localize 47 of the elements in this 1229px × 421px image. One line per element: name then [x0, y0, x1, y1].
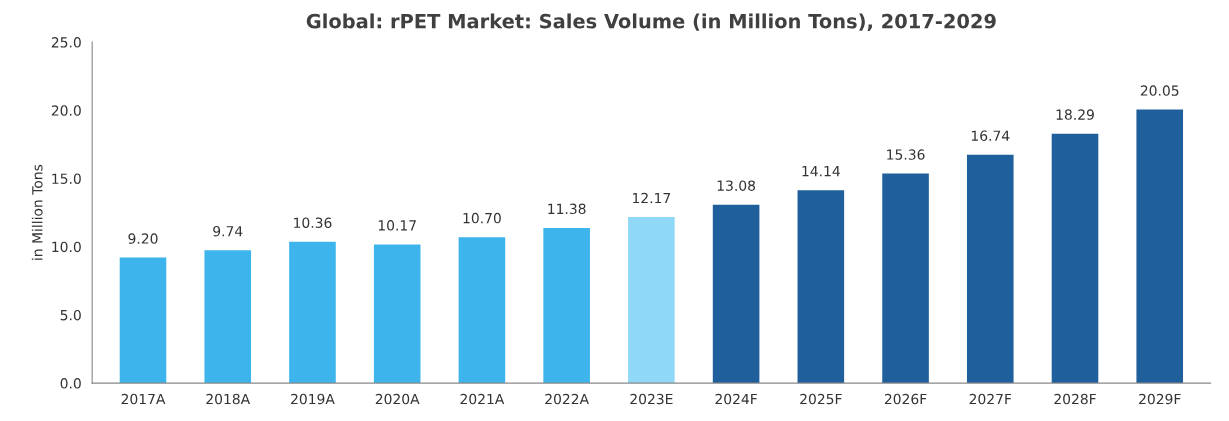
data-label: 13.08	[717, 180, 756, 191]
y-tick-label: 15.0	[52, 173, 81, 184]
bar	[289, 241, 336, 384]
bar	[543, 227, 590, 384]
x-tick-label: 2024F	[715, 393, 757, 405]
x-tick-label: 2027F	[969, 393, 1012, 405]
y-axis-title: in Million Tons	[31, 164, 43, 260]
y-tick-label: 0.0	[60, 378, 81, 389]
data-label: 16.74	[971, 130, 1010, 141]
y-tick-label: 20.0	[51, 105, 81, 116]
bar	[119, 257, 167, 384]
y-tick-label: 5.0	[60, 309, 81, 321]
x-tick-label: 2026F	[884, 393, 927, 405]
bar	[712, 204, 760, 384]
data-label: 9.20	[128, 233, 158, 244]
bar	[458, 237, 506, 384]
bar	[373, 244, 421, 384]
bar	[1136, 109, 1184, 384]
x-tick-label: 2025F	[800, 393, 842, 405]
bar	[966, 154, 1014, 384]
data-label: 10.17	[378, 220, 416, 231]
x-tick-label: 2017A	[121, 393, 166, 405]
bar	[204, 250, 252, 384]
data-label: 10.36	[294, 217, 332, 228]
bar	[797, 190, 845, 384]
data-label: 10.70	[463, 212, 501, 224]
data-label: 12.17	[633, 192, 671, 204]
data-label: 18.29	[1056, 109, 1094, 120]
x-tick-label: 2021A	[460, 393, 505, 405]
y-tick-label: 25.0	[51, 37, 81, 48]
data-label: 11.38	[548, 203, 586, 215]
data-label: 20.05	[1140, 85, 1179, 96]
data-label: 9.74	[213, 225, 243, 237]
x-tick-label: 2019A	[291, 393, 335, 405]
x-tick-label: 2018A	[206, 393, 251, 405]
y-tick-label: 10.0	[52, 241, 81, 253]
x-tick-label: 2022A	[545, 393, 589, 405]
x-tick-label: 2020A	[375, 393, 420, 405]
bar	[882, 173, 929, 384]
data-label: 15.36	[887, 149, 925, 160]
bar	[628, 217, 675, 384]
x-tick-label: 2023E	[630, 393, 673, 405]
chart-title: Global: rPET Market: Sales Volume (in Million Tons), 2017-2029	[306, 13, 996, 31]
x-tick-label: 2029F	[1139, 393, 1181, 405]
data-label: 14.14	[802, 166, 840, 177]
bar	[1051, 133, 1099, 384]
x-tick-label: 2028F	[1054, 393, 1096, 405]
